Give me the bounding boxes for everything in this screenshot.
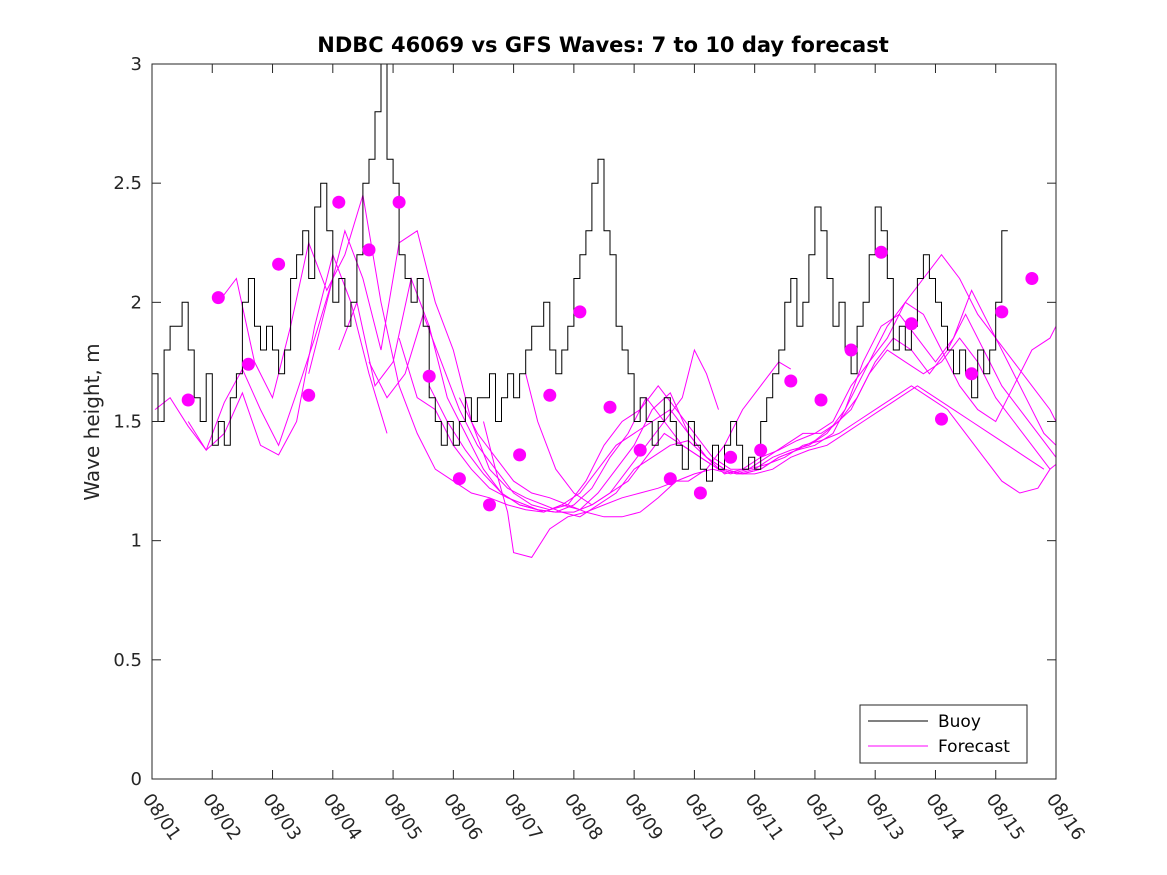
forecast-point-18 [724, 450, 738, 464]
forecast-point-24 [904, 317, 918, 331]
y-tick-label-0: 0 [131, 769, 142, 790]
y-axis-label: Wave height, m [80, 343, 104, 500]
forecast-point-19 [754, 443, 768, 457]
forecast-point-28 [1025, 272, 1039, 285]
forecast-point-4 [302, 388, 316, 402]
forecast-point-27 [995, 305, 1009, 319]
forecast-point-12 [543, 388, 557, 402]
forecast-point-21 [814, 393, 828, 407]
y-tick-label-6: 3 [131, 54, 142, 75]
forecast-point-5 [332, 195, 346, 209]
forecast-point-3 [272, 257, 286, 271]
forecast-point-26 [965, 367, 979, 381]
y-tick-label-3: 1.5 [113, 412, 142, 433]
forecast-point-8 [422, 369, 436, 383]
forecast-point-11 [513, 448, 527, 462]
legend: Buoy Forecast [859, 704, 1028, 764]
forecast-point-16 [663, 472, 677, 486]
legend-buoy-label: Buoy [938, 712, 981, 732]
forecast-point-23 [874, 245, 888, 259]
y-tick-label-1: 0.5 [113, 650, 142, 671]
forecast-point-7 [392, 195, 406, 209]
buoy-series-line [152, 64, 1008, 482]
forecast-point-2 [241, 357, 255, 371]
forecast-point-10 [483, 498, 496, 512]
forecast-point-0 [181, 393, 195, 407]
plot-clipped-group [152, 64, 1056, 558]
forecast-point-1 [211, 291, 225, 305]
forecast-series-line-7 [428, 385, 1045, 513]
chart-title: NDBC 46069 vs GFS Waves: 7 to 10 day for… [317, 33, 888, 57]
forecast-point-13 [573, 305, 587, 319]
y-tick-label-4: 2 [131, 292, 142, 313]
plot-area [152, 64, 1056, 558]
forecast-point-6 [362, 243, 376, 257]
forecast-series-line-10 [525, 348, 719, 506]
legend-box [859, 704, 1028, 764]
forecast-point-15 [633, 443, 647, 457]
forecast-point-22 [844, 343, 858, 357]
forecast-point-14 [603, 400, 617, 414]
forecast-series-line-9 [483, 361, 792, 558]
forecast-point-9 [452, 472, 466, 486]
forecast-series-line-8 [458, 385, 1051, 518]
forecast-series-line-1 [187, 253, 388, 456]
forecast-point-17 [693, 486, 707, 500]
forecast-point-20 [784, 374, 798, 388]
y-tick-label-5: 2.5 [113, 173, 142, 194]
y-tick-label-2: 1 [131, 531, 142, 552]
forecast-point-25 [935, 412, 948, 426]
legend-forecast-label: Forecast [938, 737, 1010, 757]
